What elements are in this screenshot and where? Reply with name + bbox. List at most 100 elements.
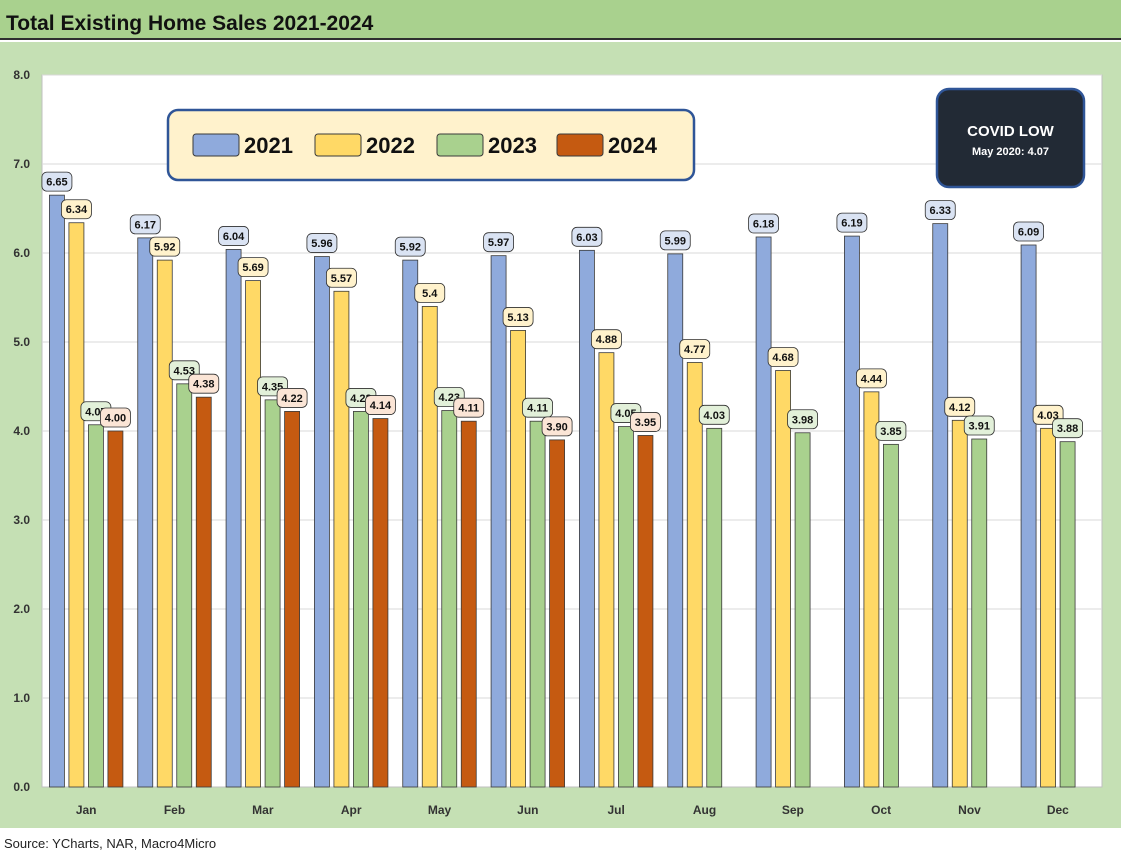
- data-label-2021-jul: 6.03: [576, 232, 597, 244]
- bar-2022-aug: [686, 362, 703, 788]
- bar-2021-sep: [755, 236, 772, 788]
- data-label-2023-jun: 4.11: [527, 403, 548, 415]
- bar-2021-feb: [137, 237, 154, 788]
- bar-2022-nov: [951, 419, 968, 788]
- bar-2023-feb: [176, 383, 193, 788]
- bar-2022-feb: [156, 259, 173, 788]
- y-tick-label: 3.0: [13, 513, 30, 527]
- x-tick-label: Nov: [958, 803, 981, 817]
- data-label-box: [414, 282, 446, 303]
- data-label-2023-oct: 3.85: [880, 426, 901, 438]
- data-label-2024-feb: 4.38: [193, 379, 214, 391]
- data-label-box: [365, 395, 396, 415]
- bar-2021-jul: [579, 249, 595, 788]
- bar-2022-jun: [510, 330, 526, 788]
- chart-title: Total Existing Home Sales 2021-2024: [6, 12, 374, 35]
- bar-2024-jan: [107, 430, 124, 788]
- y-tick-label: 1.0: [13, 691, 30, 705]
- data-label-2022-may: 5.4: [422, 288, 438, 300]
- data-label-2023-dec: 3.88: [1057, 423, 1078, 435]
- data-label-box: [836, 212, 868, 233]
- legend-label-2024: 2024: [608, 133, 658, 158]
- bar-2021-oct: [844, 235, 860, 788]
- x-tick-label: Apr: [341, 803, 362, 817]
- y-tick-label: 8.0: [13, 68, 30, 82]
- bar-2023-nov: [971, 438, 988, 788]
- data-label-box: [630, 412, 661, 432]
- data-label-box: [129, 214, 161, 235]
- data-label-2022-dec: 4.03: [1037, 410, 1058, 422]
- x-tick-label: Jul: [607, 803, 624, 817]
- data-label-2021-apr: 5.96: [311, 238, 332, 250]
- y-tick-label: 0.0: [13, 780, 30, 794]
- data-label-box: [100, 407, 131, 428]
- data-label-box: [276, 388, 308, 408]
- bar-2021-jan: [49, 194, 65, 788]
- data-label-2024-jun: 3.90: [546, 421, 567, 433]
- data-label-box: [767, 347, 799, 367]
- bar-2022-may: [421, 305, 438, 788]
- data-label-2024-may: 4.11: [458, 403, 479, 415]
- data-label-box: [591, 329, 622, 350]
- x-tick-label: May: [428, 803, 452, 817]
- data-label-2024-jul: 3.95: [635, 417, 656, 429]
- y-tick-label: 2.0: [13, 602, 30, 616]
- legend-swatch-2024: [556, 133, 604, 157]
- data-label-2021-sep: 6.18: [753, 218, 774, 230]
- bar-2023-aug: [706, 427, 723, 788]
- data-label-2023-aug: 4.03: [704, 410, 725, 422]
- data-label-box: [306, 233, 338, 253]
- data-label-2021-jan: 6.65: [46, 177, 67, 189]
- chart-area: 0.0 1.0 2.0 3.0 4.0 5.0 6.0 7.0 8.0 Jan Feb Mar Apr M…: [0, 42, 1121, 828]
- data-label-2022-mar: 5.69: [242, 262, 263, 274]
- data-label-box: [522, 397, 553, 418]
- bar-2022-jan: [68, 222, 85, 788]
- data-label-box: [679, 339, 711, 359]
- data-label-2022-jun: 5.13: [507, 312, 528, 324]
- data-label-2023-nov: 3.91: [969, 421, 990, 433]
- data-label-box: [944, 396, 976, 417]
- data-label-2024-jan: 4.00: [105, 413, 126, 425]
- bar-2024-jul: [637, 435, 654, 788]
- bar-2023-may: [441, 410, 458, 788]
- data-label-box: [237, 257, 269, 277]
- bar-2024-feb: [195, 396, 212, 788]
- data-label-box: [1013, 221, 1044, 242]
- data-label-box: [787, 409, 818, 430]
- bar-2023-sep: [794, 432, 811, 788]
- bar-2022-oct: [863, 391, 880, 788]
- data-label-box: [502, 307, 534, 327]
- data-label-box: [149, 236, 181, 257]
- data-label-box: [218, 226, 249, 246]
- source-note: Source: YCharts, NAR, Macro4Micro: [4, 836, 217, 851]
- x-tick-label: Mar: [252, 803, 274, 817]
- data-label-2024-apr: 4.14: [370, 400, 392, 412]
- legend-box: [166, 108, 696, 182]
- bar-2024-apr: [372, 418, 389, 788]
- legend-swatch-2021: [192, 133, 240, 157]
- data-label-box: [924, 200, 956, 221]
- x-tick-label: Sep: [782, 803, 804, 817]
- bar-2023-jun: [529, 420, 546, 788]
- data-label-box: [963, 415, 995, 436]
- x-tick-label: Oct: [871, 803, 891, 817]
- data-label-2023-sep: 3.98: [792, 414, 813, 426]
- x-tick-label: Jan: [76, 803, 97, 817]
- bar-2023-dec: [1059, 441, 1076, 788]
- bar-2021-may: [402, 259, 419, 788]
- bar-2023-mar: [264, 399, 281, 788]
- data-label-2022-jan: 6.34: [66, 204, 88, 216]
- bar-2024-jun: [549, 439, 565, 788]
- data-label-2021-mar: 6.04: [223, 231, 245, 243]
- bar-chart: 0.0 1.0 2.0 3.0 4.0 5.0 6.0 7.0 8.0 Jan Feb Mar Apr M…: [13, 68, 1103, 817]
- data-label-box: [483, 232, 514, 253]
- data-label-box: [394, 236, 426, 257]
- bar-2021-aug: [667, 253, 684, 788]
- data-label-2022-sep: 4.68: [772, 352, 793, 364]
- data-label-2022-jul: 4.88: [596, 334, 617, 346]
- legend-label-2023: 2023: [488, 133, 537, 158]
- y-tick-label: 5.0: [13, 335, 30, 349]
- data-label-2024-mar: 4.22: [281, 393, 302, 405]
- data-label-box: [698, 404, 730, 425]
- data-label-2021-may: 5.92: [400, 242, 421, 254]
